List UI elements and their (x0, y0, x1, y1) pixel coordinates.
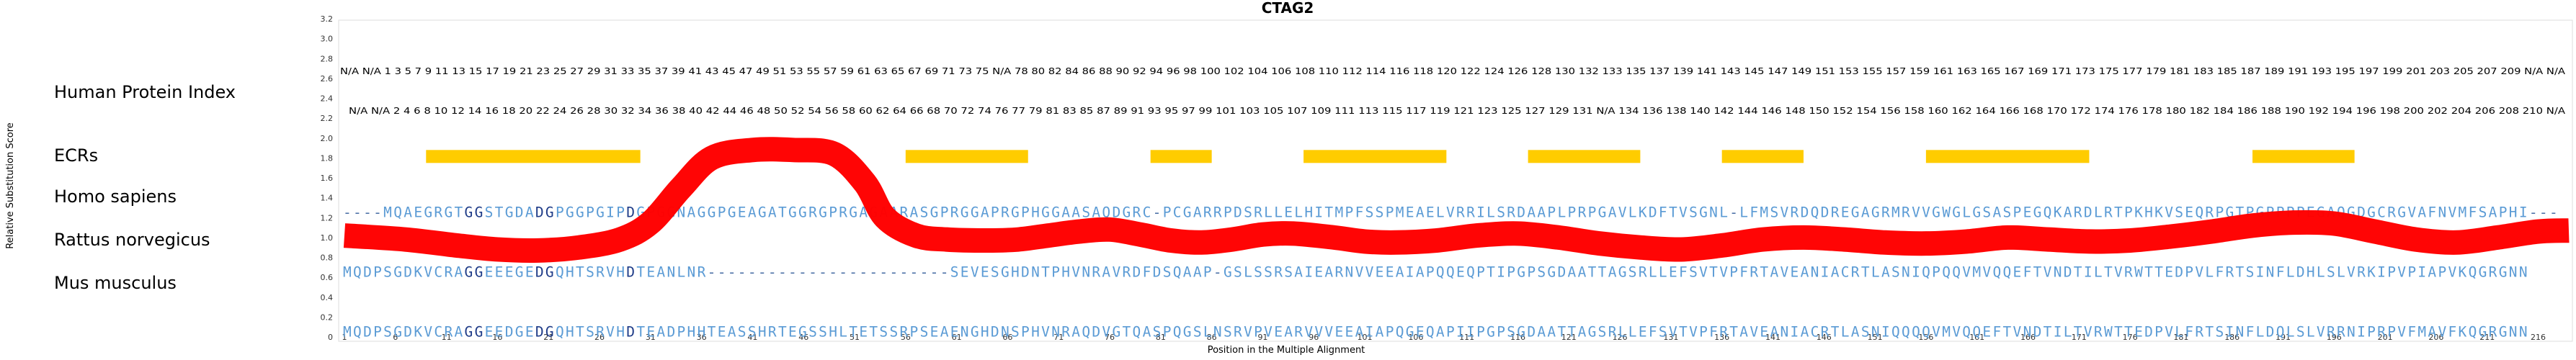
x-tick-label: 131 (1663, 333, 1678, 342)
y-tick-label: 2.6 (321, 74, 334, 84)
row-label-index: Human Protein Index (54, 82, 236, 102)
row-label-mus: Mus musculus (54, 273, 177, 293)
ecr-bar (426, 150, 641, 163)
x-tick-label: 21 (543, 333, 553, 342)
y-tick-label: 0.6 (321, 273, 334, 282)
x-tick-label: 81 (1156, 333, 1166, 342)
y-tick-label: 0.2 (321, 312, 334, 322)
y-tick-label: 0.4 (321, 293, 334, 302)
substitution-score-line (343, 137, 2570, 263)
human-index-row-1: N/A N/A 1 3 5 7 9 11 13 15 17 19 21 23 2… (340, 66, 2566, 76)
y-tick-label: 0.8 (321, 253, 334, 263)
y-tick-label: 1.4 (321, 194, 334, 203)
y-axis-label: Relative Substitution Score (5, 122, 16, 249)
x-tick-label: 121 (1561, 333, 1577, 342)
row-label-ecrs: ECRs (54, 145, 98, 166)
x-tick-label: 111 (1459, 333, 1474, 342)
x-tick-label: 71 (1053, 333, 1064, 342)
x-tick-label: 196 (2327, 333, 2342, 342)
ecr-bar (1925, 150, 2090, 163)
x-tick-label: 51 (850, 333, 860, 342)
x-tick-label: 16 (492, 333, 502, 342)
ecr-bar (1721, 150, 1804, 163)
x-tick-label: 136 (1714, 333, 1729, 342)
x-tick-label: 106 (1408, 333, 1423, 342)
x-tick-label: 181 (2173, 333, 2188, 342)
x-tick-label: 61 (952, 333, 962, 342)
x-tick-label: 126 (1613, 333, 1628, 342)
ecr-bar (1528, 150, 1641, 163)
x-tick-label: 116 (1510, 333, 1525, 342)
y-tick-label: 2.2 (321, 114, 334, 123)
y-tick-label: 2.0 (321, 134, 334, 143)
x-tick-label: 216 (2531, 333, 2546, 342)
x-tick-label: 156 (1918, 333, 1933, 342)
y-tick-labels: 0 0.2 0.4 0.6 0.8 1.0 1.2 1.4 1.6 1.8 2.0 2.2 2.4 2.6… (321, 14, 334, 342)
x-tick-label: 146 (1817, 333, 1832, 342)
y-tick-label: 3.2 (321, 14, 334, 24)
y-tick-label: 2.4 (321, 94, 334, 104)
y-tick-label: 1.2 (321, 213, 334, 222)
y-tick-label: 2.8 (321, 54, 334, 63)
x-tick-label: 6 (393, 333, 398, 342)
x-tick-label: 101 (1358, 333, 1373, 342)
x-axis-label: Position in the Multiple Alignment (1208, 345, 1365, 356)
x-tick-label: 96 (1309, 333, 1319, 342)
x-tick-label: 151 (1868, 333, 1883, 342)
x-tick-label: 191 (2276, 333, 2291, 342)
x-tick-label: 166 (2020, 333, 2036, 342)
x-tick-label: 176 (2123, 333, 2138, 342)
x-tick-label: 1 (342, 333, 347, 342)
y-tick-label: 1.0 (321, 233, 334, 243)
y-tick-label: 1.8 (321, 153, 334, 163)
x-tick-label: 46 (798, 333, 808, 342)
x-tick-label: 26 (594, 333, 605, 342)
human-index-row-2: N/A N/A 2 4 6 8 10 12 14 16 18 20 22 24 … (349, 106, 2566, 116)
x-tick-label: 171 (2072, 333, 2087, 342)
row-label-rattus: Rattus norvegicus (54, 230, 210, 250)
x-tick-label: 186 (2224, 333, 2239, 342)
x-tick-label: 201 (2378, 333, 2393, 342)
ecr-bar (1303, 150, 1447, 163)
ecr-bars (426, 150, 2355, 163)
y-tick-label: 0 (328, 333, 333, 342)
x-tick-label: 76 (1105, 333, 1115, 342)
y-tick-label: 1.6 (321, 174, 334, 183)
x-tick-label: 211 (2479, 333, 2495, 342)
x-tick-label: 31 (646, 333, 656, 342)
x-tick-label: 206 (2428, 333, 2443, 342)
x-tick-label: 86 (1207, 333, 1217, 342)
x-tick-label: 161 (1969, 333, 1984, 342)
row-label-homo: Homo sapiens (54, 186, 177, 207)
x-tick-label: 141 (1765, 333, 1781, 342)
x-tick-label: 11 (442, 333, 452, 342)
ecr-bar (905, 150, 1028, 163)
ecr-bar (2252, 150, 2355, 163)
x-tick-label: 56 (901, 333, 911, 342)
x-tick-label: 36 (697, 333, 707, 342)
ecr-bar (1150, 150, 1212, 163)
x-tick-label: 66 (1002, 333, 1012, 342)
x-tick-label: 41 (747, 333, 757, 342)
x-tick-labels: 1 6 11 16 21 26 31 36 41 46 51 56 61 66 71 76 81 86 91 96 10… (342, 333, 2546, 342)
chart-title: CTAG2 (1262, 0, 1314, 17)
y-tick-label: 3.0 (321, 35, 334, 44)
x-tick-label: 91 (1257, 333, 1267, 342)
plot-frame (338, 19, 2573, 342)
